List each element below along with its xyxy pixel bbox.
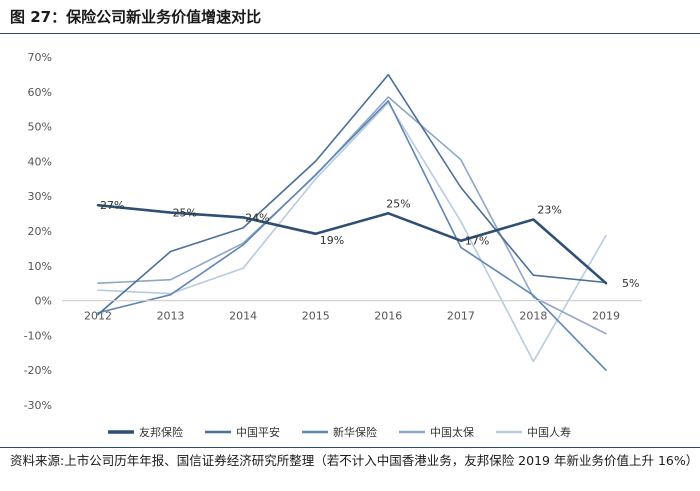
source-divider xyxy=(0,447,700,448)
source-note: 资料来源:上市公司历年年报、国信证券经济研究所整理（若不计入中国香港业务，友邦保… xyxy=(10,453,699,468)
data-label: 25% xyxy=(386,197,410,210)
x-tick-label: 2019 xyxy=(592,310,620,323)
legend: 友邦保险 中国平安 新华保险 中国太保 中国人寿 xyxy=(108,425,571,439)
figure-title: 图 27：保险公司新业务价值增速对比 xyxy=(10,8,262,26)
series-line-5 xyxy=(97,101,607,363)
y-tick-label: 20% xyxy=(28,225,52,238)
x-tick-label: 2012 xyxy=(84,310,112,323)
data-label: 17% xyxy=(465,235,489,248)
y-tick-label: 70% xyxy=(28,51,52,64)
legend-label: 中国人寿 xyxy=(527,425,571,439)
series-group xyxy=(96,73,608,372)
data-label: 25% xyxy=(173,207,197,220)
x-tick-label: 2016 xyxy=(374,310,402,323)
legend-label: 中国太保 xyxy=(430,425,474,439)
legend-label: 新华保险 xyxy=(333,425,377,439)
y-tick-label: 40% xyxy=(28,155,52,168)
x-tick-label: 2018 xyxy=(519,310,547,323)
y-tick-label: 0% xyxy=(35,295,52,308)
x-tick-label: 2014 xyxy=(229,310,257,323)
y-tick-label: -30% xyxy=(24,399,52,412)
data-label: 27% xyxy=(100,199,124,212)
figure-header: 图 27：保险公司新业务价值增速对比 xyxy=(0,0,700,34)
y-tick-label: -10% xyxy=(24,329,52,342)
y-tick-label: 50% xyxy=(28,121,52,134)
legend-label: 中国平安 xyxy=(236,425,280,439)
data-label: 5% xyxy=(622,277,639,290)
data-label: 23% xyxy=(537,204,561,217)
x-axis: 2012 2013 2014 2015 2016 2017 2018 2019 xyxy=(84,310,620,323)
x-tick-label: 2017 xyxy=(447,310,475,323)
y-tick-label: 60% xyxy=(28,86,52,99)
legend-label: 友邦保险 xyxy=(139,425,183,439)
y-axis: 70% 60% 50% 40% 30% 20% 10% 0% -10% -20% -30% xyxy=(24,51,52,412)
series-line-3 xyxy=(97,100,607,372)
series-line-1 xyxy=(96,203,608,285)
data-label: 19% xyxy=(320,234,344,247)
y-tick-label: 30% xyxy=(28,190,52,203)
x-tick-label: 2015 xyxy=(302,310,330,323)
y-tick-label: -20% xyxy=(24,364,52,377)
x-tick-label: 2013 xyxy=(157,310,185,323)
y-tick-label: 10% xyxy=(28,260,52,273)
data-labels: 27% 25% 24% 19% 25% 17% 23% 5% xyxy=(100,197,639,290)
data-label: 24% xyxy=(245,211,269,224)
line-chart: 70% 60% 50% 40% 30% 20% 10% 0% -10% -20% -30% 2012… xyxy=(24,51,642,439)
series-line-4 xyxy=(97,96,607,335)
series-line-2 xyxy=(97,73,607,316)
